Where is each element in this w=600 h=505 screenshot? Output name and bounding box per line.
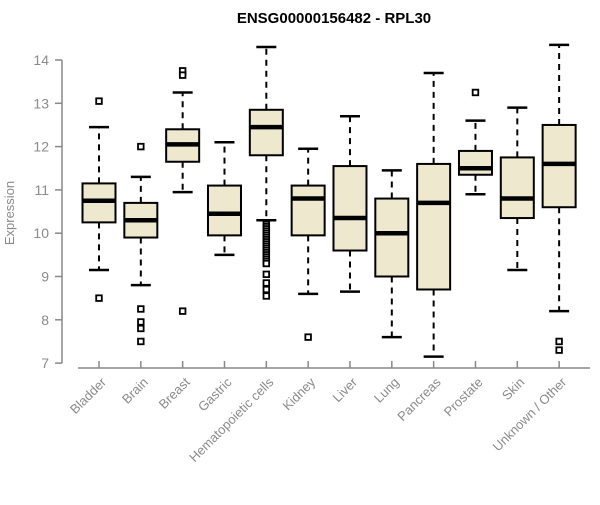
x-category-label: Prostate <box>441 375 486 420</box>
x-category-label: Unknown / Other <box>490 374 570 454</box>
outlier-point-breast <box>178 307 187 315</box>
box-kidney <box>290 184 326 237</box>
outlier-point-bladder <box>95 97 103 105</box>
x-category-label: Pancreas <box>394 374 444 424</box>
x-category-label: Brain <box>119 375 151 407</box>
x-category-label: Breast <box>156 374 193 411</box>
box-prostate <box>457 149 493 176</box>
x-category-label: Gastric <box>195 374 235 414</box>
outlier-point-unknown-other <box>555 346 563 354</box>
outlier-point-hematopoietic-cells <box>262 285 271 294</box>
y-tick-label: 12 <box>33 139 49 155</box>
box-skin <box>499 156 535 220</box>
outlier-point-brain <box>137 318 145 326</box>
outlier-point-kidney <box>304 333 312 341</box>
outlier-point-brain <box>137 305 145 313</box>
outlier-point-hematopoietic-cells <box>262 270 271 279</box>
y-axis-title: Expression <box>2 181 17 245</box>
y-tick-label: 7 <box>41 355 49 371</box>
outlier-point-breast <box>178 71 187 79</box>
y-tick-label: 9 <box>41 269 49 285</box>
outlier-point-brain <box>137 324 145 333</box>
outlier-point-bladder <box>95 294 103 302</box>
chart-title: ENSG00000156482 - RPL30 <box>237 10 431 27</box>
x-category-label: Liver <box>330 374 361 405</box>
outlier-point-brain <box>137 142 145 151</box>
box-pancreas <box>416 162 452 291</box>
outlier-point-hematopoietic-cells <box>262 292 271 300</box>
outlier-point-prostate <box>471 88 480 97</box>
y-tick-label: 8 <box>41 312 49 328</box>
box-hematopoietic-cells <box>248 108 284 157</box>
outlier-point-hematopoietic-cells <box>262 259 271 268</box>
x-category-label: Kidney <box>280 374 319 413</box>
x-category-label: Bladder <box>67 374 110 417</box>
box-liver <box>332 165 368 252</box>
y-tick-label: 10 <box>33 225 49 241</box>
x-category-label: Lung <box>371 375 402 406</box>
box-lung <box>374 197 410 278</box>
box-gastric <box>206 184 242 237</box>
outlier-point-hematopoietic-cells <box>262 279 271 287</box>
x-category-label: Skin <box>499 375 527 403</box>
y-tick-label: 11 <box>34 182 49 198</box>
y-tick-label: 13 <box>33 95 49 111</box>
y-tick-label: 14 <box>33 52 49 68</box>
outlier-point-unknown-other <box>555 337 563 346</box>
outlier-point-brain <box>137 337 145 346</box>
